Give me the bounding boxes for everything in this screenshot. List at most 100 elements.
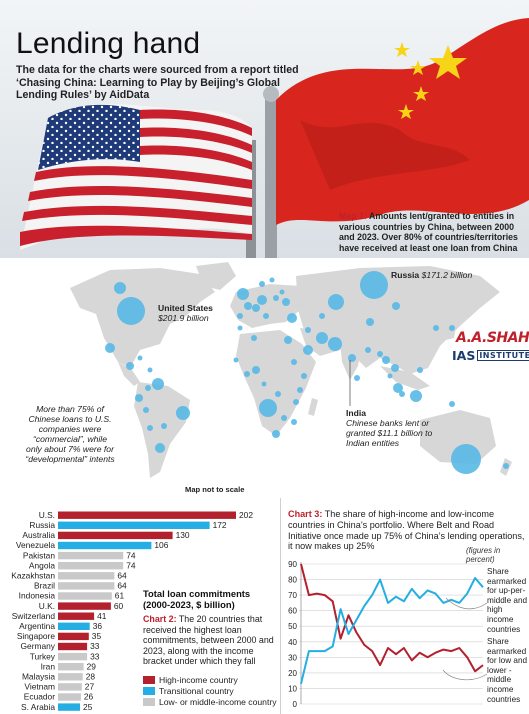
- bubble-korea: [433, 325, 439, 331]
- bubble-china-west: [366, 318, 374, 326]
- bubble-nz: [503, 463, 509, 469]
- bubble-mexico: [105, 343, 115, 353]
- chart2-caption-text: The 20 countries that received the highe…: [143, 614, 274, 666]
- bar-value-switzerland: 41: [97, 611, 107, 621]
- bubble-algeria: [251, 335, 257, 341]
- map1-caption-label: Map 1:: [339, 211, 367, 221]
- bubble-cuba: [137, 355, 143, 361]
- bar-value-ecuador: 26: [84, 692, 94, 702]
- china-flag-pole: [265, 95, 277, 258]
- bubble-spain: [237, 313, 243, 319]
- bubble-sudan: [291, 359, 297, 365]
- bar-u-k: [58, 602, 111, 610]
- chart3-units-note: (figures in percent): [466, 546, 501, 564]
- bar-australia: [58, 531, 173, 540]
- label-united-states: United States $201.9 billion: [158, 303, 213, 323]
- bubble-mexico2: [126, 362, 134, 370]
- bar-value-argentina: 36: [93, 621, 103, 631]
- bubble-nigeria: [252, 366, 260, 374]
- intro-text: The data for the charts were sourced fro…: [16, 64, 299, 102]
- bar-value-brazil: 64: [117, 581, 127, 591]
- bar-label-u-s: U.S.: [39, 510, 55, 520]
- bar-label-turkey: Turkey: [30, 651, 56, 661]
- y-tick-60: 60: [288, 607, 297, 616]
- land-madagascar: [308, 398, 318, 416]
- bar-label-indonesia: Indonesia: [19, 591, 56, 601]
- y-tick-10: 10: [288, 684, 297, 693]
- chart2-caption-label: Chart 2:: [143, 614, 177, 624]
- bubble-cameroon: [261, 381, 267, 387]
- land-se-asia: [380, 366, 430, 390]
- bubble-russia: [360, 271, 388, 299]
- bar-label-singapore: Singapore: [17, 631, 56, 641]
- bar-indonesia: [58, 592, 112, 600]
- y-tick-70: 70: [288, 591, 297, 600]
- bar-switzerland: [58, 612, 95, 620]
- bar-value-malaysia: 28: [86, 672, 96, 682]
- bubble-ghana: [244, 371, 250, 377]
- bar-s-arabia: [58, 703, 80, 711]
- bar-label-russia: Russia: [29, 520, 55, 530]
- china-flag-stars: [394, 42, 467, 119]
- bar-label-pakistan: Pakistan: [23, 550, 55, 560]
- land-africa: [236, 330, 316, 436]
- bar-value-pakistan: 74: [126, 550, 136, 560]
- bar-label-argentina: Argentina: [19, 621, 55, 631]
- bubble-egypt: [284, 336, 292, 344]
- bar-turkey: [58, 652, 88, 661]
- bubble-peru: [143, 407, 149, 413]
- bar-value-germany: 33: [90, 641, 100, 651]
- legend-swatch-low-middle-income: [143, 697, 155, 706]
- world-map: [70, 262, 512, 478]
- land-south-america: [134, 382, 190, 478]
- bubble-uk: [237, 288, 249, 300]
- bubble-kazakhstan: [328, 294, 344, 310]
- legend-high-income: High-income country: [143, 674, 280, 685]
- chart3-line-chart: 0 10 20 30 40 50 60 70 80 90: [288, 560, 488, 709]
- bubble-singapore: [399, 391, 405, 397]
- bar-label-angola: Angola: [29, 560, 55, 570]
- bubble-us: [117, 297, 145, 325]
- chart3-caption-label: Chart 3:: [288, 509, 323, 519]
- label-russia: Russia $171.2 billion: [391, 270, 473, 280]
- bubble-australia: [451, 444, 481, 474]
- bubble-norway: [259, 281, 265, 287]
- line-high-income-share: [300, 577, 484, 685]
- bubble-poland: [273, 295, 279, 301]
- chart2-caption: Chart 2: The 20 countries that received …: [143, 614, 277, 667]
- y-tick-80: 80: [288, 576, 297, 585]
- bubble-france: [244, 302, 252, 310]
- label-india: India Chinese banks lent or granted $11.1…: [346, 408, 433, 448]
- bar-label-vietnam: Vietnam: [24, 682, 55, 692]
- bubble-uzbekistan: [319, 313, 325, 319]
- us-flag-stripes: [20, 109, 252, 246]
- bar-u-s: [58, 511, 236, 519]
- bar-label-brazil: Brazil: [34, 581, 55, 591]
- bubble-angola: [259, 399, 277, 417]
- map1-caption-text: Amounts lent/granted to entities in vari…: [339, 211, 518, 253]
- bubble-tanzania: [293, 399, 299, 405]
- bubble-mozambique: [291, 419, 297, 425]
- chart3-annotation-upper: Share earmarked for up-per-middle and hi…: [487, 567, 528, 634]
- y-tick-0: 0: [293, 700, 298, 709]
- bar-singapore: [58, 632, 89, 641]
- chart2-total-title: Total loan commitments (2000-2023, $ bil…: [143, 588, 251, 610]
- bar-value-iran: 29: [87, 661, 97, 671]
- bubble-chile: [147, 425, 153, 431]
- bubble-saudi: [303, 345, 313, 355]
- bubble-switzerland: [252, 304, 260, 312]
- bar-value-u-s: 202: [239, 510, 253, 520]
- logo-bottom-text: IAS INSTITUTE: [452, 348, 529, 363]
- bubble-argentina: [155, 443, 165, 453]
- legend-low-middle-income: Low- or middle-income country: [143, 696, 280, 707]
- chart2-legend: High-income country Transitional country…: [143, 674, 280, 707]
- bar-ecuador: [58, 693, 81, 701]
- bar-label-australia: Australia: [22, 530, 55, 540]
- bubble-canada: [114, 282, 126, 294]
- bar-label-kazakhstan: Kazakhstan: [11, 571, 55, 581]
- bar-label-s-arabia: S. Arabia: [21, 702, 55, 712]
- bubble-indonesia: [410, 390, 422, 402]
- chart3-caption-text: The share of high-income and low-income …: [288, 509, 525, 552]
- y-tick-20: 20: [288, 669, 297, 678]
